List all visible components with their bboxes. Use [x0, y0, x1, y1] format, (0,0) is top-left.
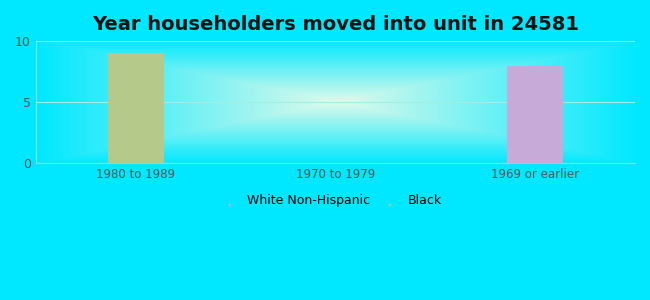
Bar [108, 53, 164, 163]
Bar [507, 65, 563, 163]
Title: Year householders moved into unit in 24581: Year householders moved into unit in 245… [92, 15, 579, 34]
Legend: White Non-Hispanic, Black: White Non-Hispanic, Black [224, 189, 447, 212]
